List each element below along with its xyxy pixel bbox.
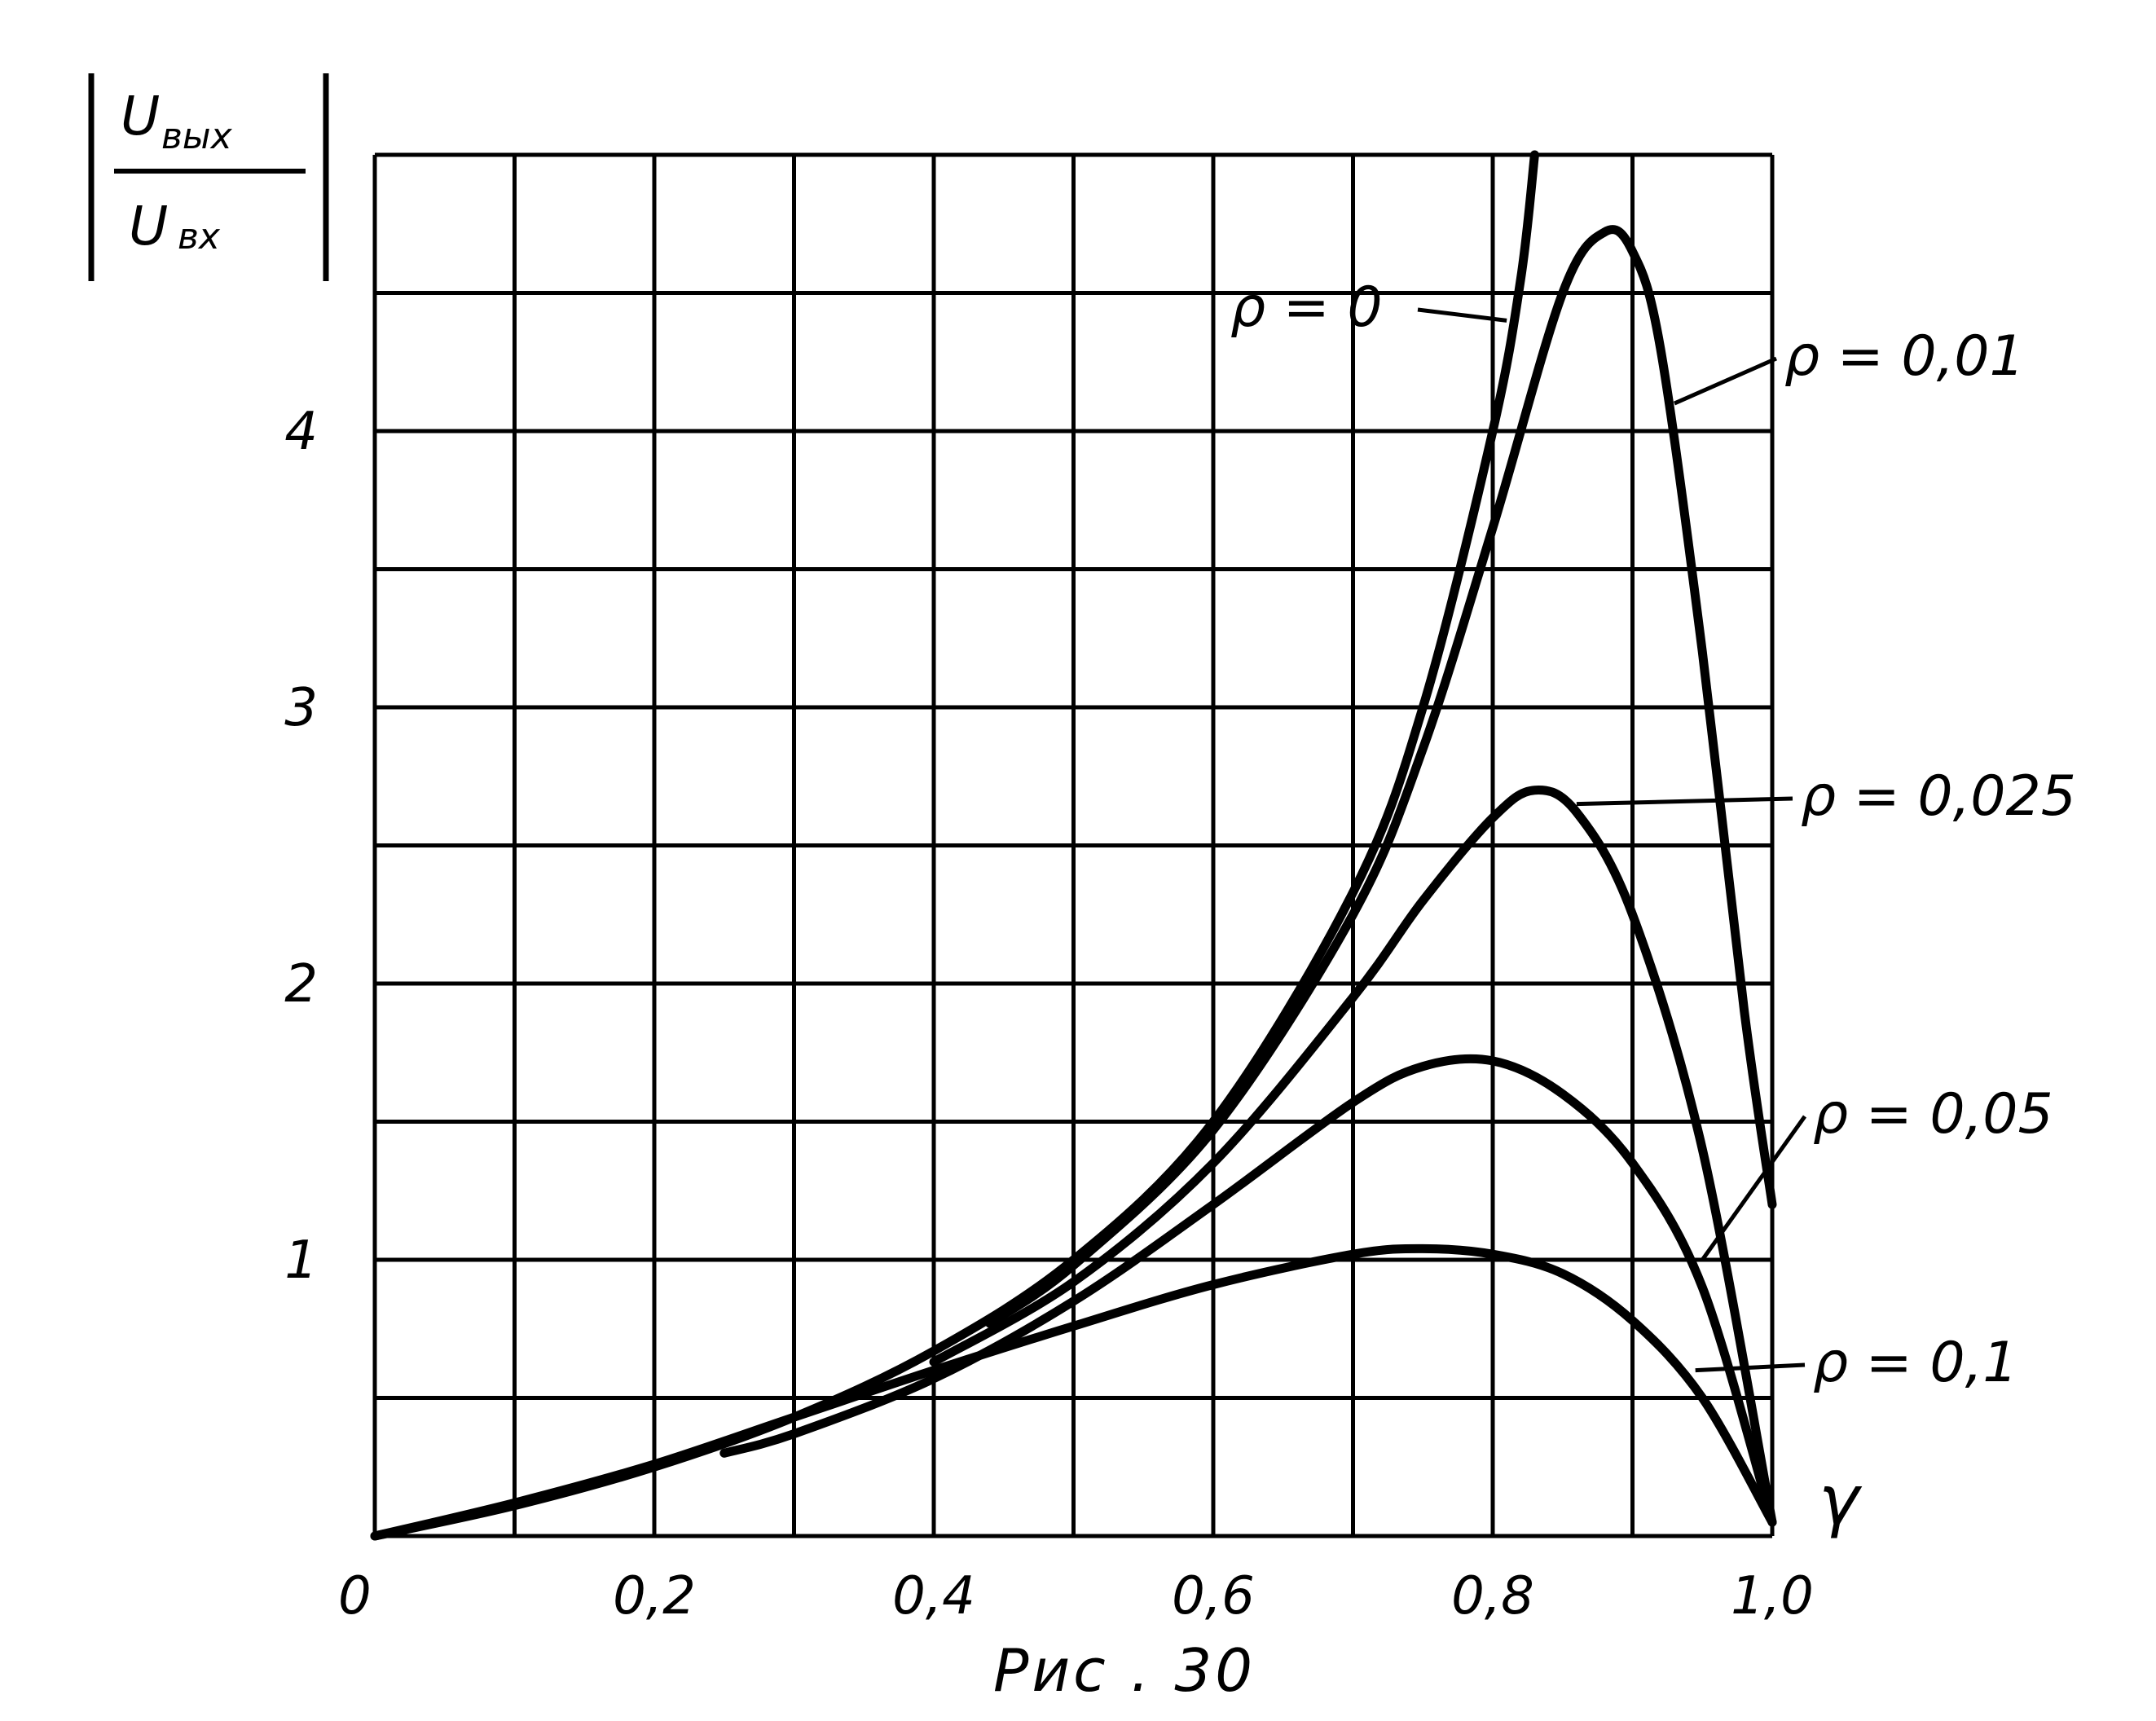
x-tick-label: 0	[338, 1566, 372, 1626]
series-leader-line	[1417, 307, 1507, 323]
series-line-3	[719, 1054, 1777, 1527]
series-leader-line	[1673, 356, 1778, 406]
x-axis-label: γ	[1819, 1460, 1863, 1540]
series-leader-line	[1576, 796, 1793, 807]
x-tick-label: 0,4	[892, 1566, 975, 1626]
series-line-4	[370, 1243, 1777, 1541]
series-line-2	[929, 786, 1777, 1527]
series-label: ρ = 0,01	[1784, 324, 2025, 389]
grid	[372, 152, 1775, 1538]
x-tick-label: 0,6	[1172, 1566, 1255, 1626]
y-tick-label: 2	[284, 954, 318, 1015]
ylabel-denominator-sub: вх	[178, 216, 221, 257]
x-tick-label: 0,8	[1451, 1566, 1534, 1626]
y-axis-label: U вых U вх	[88, 73, 329, 281]
series-leader-line	[1695, 1362, 1806, 1373]
y-tick-labels: 1 2 3 4	[284, 402, 318, 1291]
y-tick-label: 4	[284, 402, 318, 462]
ylabel-denominator-main: U	[129, 195, 168, 257]
label-leaders	[1417, 307, 1807, 1373]
series-labels: ρ = 0 ρ = 0,01 ρ = 0,025 ρ = 0,05 ρ = 0,1	[1230, 275, 2076, 1395]
series-label: ρ = 0,1	[1813, 1331, 2018, 1395]
curves	[370, 150, 1777, 1541]
ylabel-numerator-sub: вых	[161, 116, 233, 157]
x-tick-label: 0,2	[613, 1566, 696, 1626]
series-leader-line	[1701, 1115, 1807, 1261]
y-tick-label: 1	[284, 1230, 318, 1291]
x-tick-label: 1,0	[1731, 1566, 1814, 1626]
figure-caption: Рис . 30	[993, 1636, 1256, 1705]
series-label: ρ = 0,05	[1813, 1082, 2053, 1147]
x-tick-labels: 0 0,2 0,4 0,6 0,8 1,0	[338, 1566, 1814, 1626]
ylabel-numerator-main: U	[121, 85, 160, 147]
series-label: ρ = 0,025	[1801, 764, 2076, 829]
series-label: ρ = 0	[1230, 275, 1383, 340]
series-line-1	[985, 225, 1777, 1328]
y-tick-label: 3	[284, 678, 318, 738]
